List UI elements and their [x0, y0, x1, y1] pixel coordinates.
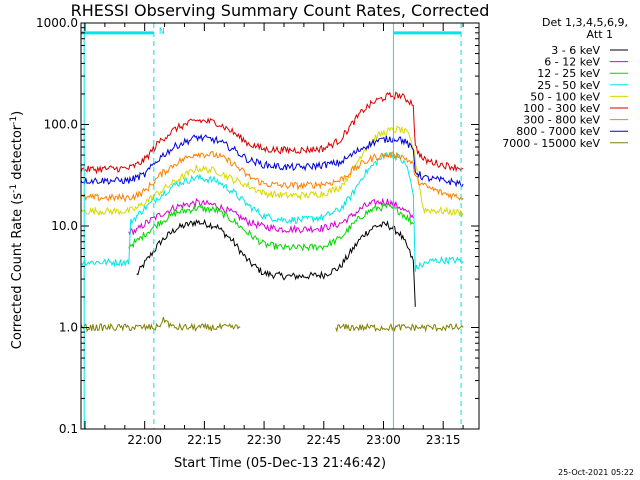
night-marker-label: N: [159, 27, 164, 37]
legend-header-line1: Det 1,3,4,5,6,9,: [542, 16, 628, 29]
x-axis-label: Start Time (05-Dec-13 21:46:42): [174, 456, 386, 471]
y-axis-label: Corrected Count Rate (s-1 detector-1): [9, 111, 25, 349]
y-axis-label-main: Corrected Count Rate (s: [10, 193, 25, 350]
x-tick-label: 22:45: [306, 433, 341, 447]
y-tick-label: 0.1: [59, 422, 78, 436]
chart-title: RHESSI Observing Summary Count Rates, Co…: [71, 1, 490, 20]
x-tick-label: 23:00: [366, 433, 401, 447]
y-tick-label: 10.0: [51, 219, 78, 233]
y-tick-label: 1000.0: [36, 16, 78, 30]
x-tick-label: 23:15: [426, 433, 461, 447]
x-tick-label: 22:00: [127, 433, 162, 447]
y-axis-label-mid: detector: [10, 124, 25, 184]
y-axis-label-sup1: -1: [9, 184, 19, 193]
chart: RHESSI Observing Summary Count Rates, Co…: [0, 0, 640, 480]
y-axis-label-sup2: -1: [9, 116, 19, 125]
legend-label: 7000 - 15000 keV: [502, 137, 600, 150]
x-tick-label: 22:15: [187, 433, 222, 447]
timestamp: 25-Oct-2021 05:22: [558, 468, 634, 477]
y-axis-label-end: ): [10, 111, 25, 116]
x-tick-label: 22:30: [247, 433, 282, 447]
y-tick-label: 1.0: [59, 321, 78, 335]
y-tick-label: 100.0: [44, 118, 78, 132]
legend-header-line2: Att 1: [587, 28, 613, 41]
